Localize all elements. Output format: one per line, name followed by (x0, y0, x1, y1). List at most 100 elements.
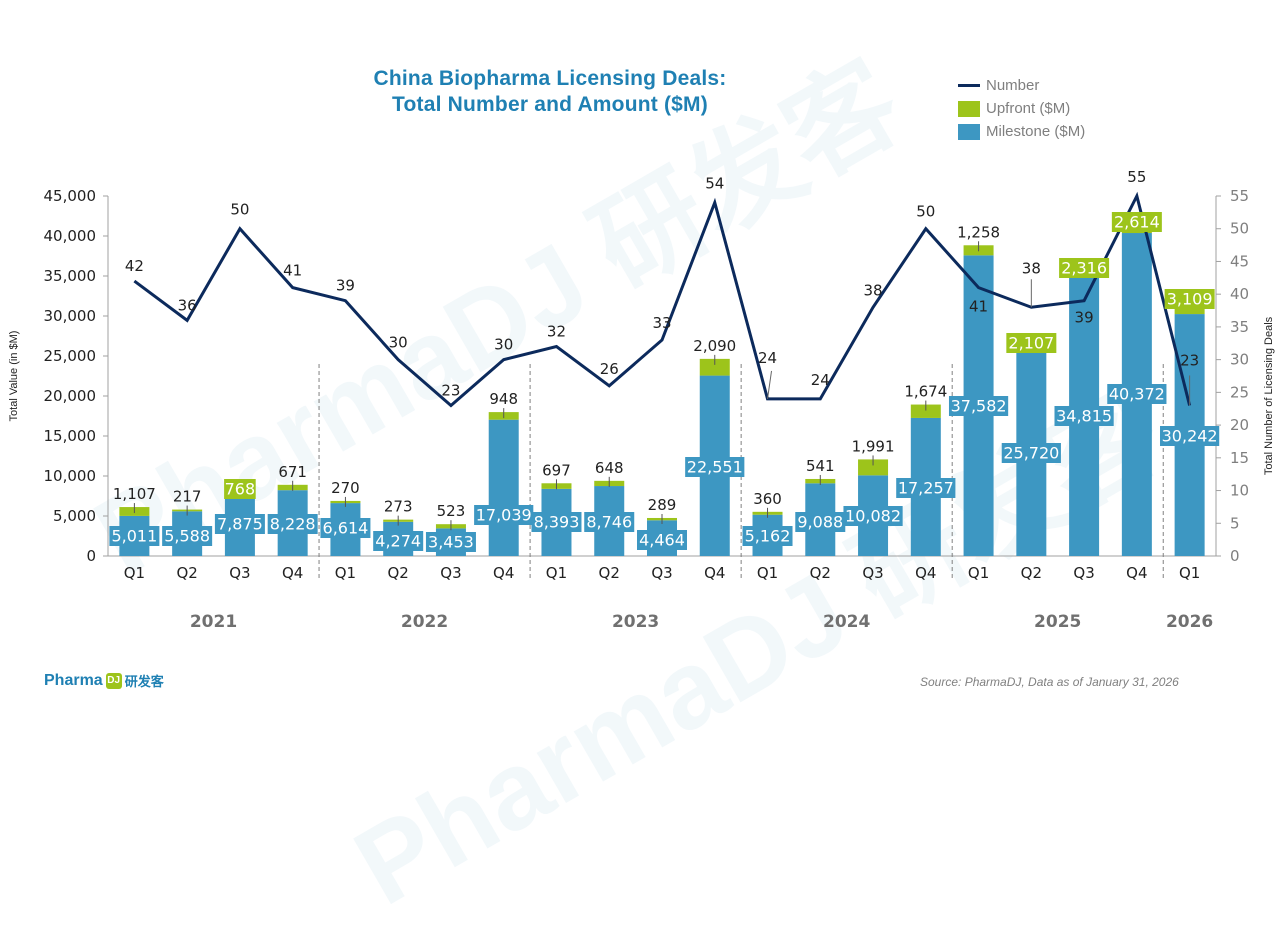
milestone-value-label-box (214, 514, 265, 534)
number-value-label: 54 (705, 175, 724, 193)
milestone-swatch-icon (958, 123, 980, 140)
category-label: Q1 (1179, 564, 1200, 582)
upfront-value-label: 523 (437, 502, 466, 520)
right-tick-label: 55 (1230, 187, 1249, 205)
milestone-value-label-box (843, 506, 903, 526)
category-label: Q4 (704, 564, 725, 582)
milestone-value-label: 25,720 (1003, 444, 1059, 463)
left-tick-label: 5,000 (53, 507, 96, 525)
number-value-label: 38 (864, 281, 883, 299)
category-label: Q4 (1126, 564, 1147, 582)
year-label: 2024 (822, 612, 871, 632)
upfront-value-label: 671 (278, 463, 307, 481)
milestone-value-label: 40,372 (1109, 385, 1165, 404)
left-tick-label: 20,000 (44, 387, 97, 405)
milestone-value-label: 5,588 (164, 527, 210, 546)
milestone-value-label: 17,257 (898, 479, 954, 498)
upfront-value-label: 648 (595, 459, 624, 477)
upfront-value-label: 2,316 (1061, 259, 1107, 278)
milestone-value-label: 22,551 (687, 458, 743, 477)
milestone-value-label-box (531, 512, 582, 532)
milestone-value-label-box (1107, 384, 1167, 404)
upfront-value-label: 541 (806, 457, 835, 475)
milestone-value-label-box (1054, 406, 1114, 426)
milestone-value-label: 9,088 (797, 513, 843, 532)
legend-item-upfront: Upfront ($M) (958, 97, 1085, 120)
left-tick-label: 25,000 (44, 347, 97, 365)
milestone-value-label: 5,011 (111, 527, 157, 546)
upfront-value-label: 697 (542, 461, 571, 479)
milestone-value-label-box (1160, 426, 1220, 446)
upfront-value-label: 270 (331, 479, 360, 497)
category-label: Q2 (599, 564, 620, 582)
milestone-value-label-box (320, 518, 371, 538)
left-tick-label: 45,000 (44, 187, 97, 205)
number-value-label: 36 (178, 296, 197, 314)
number-value-label: 39 (1075, 309, 1094, 327)
logo-badge-icon: DJ (105, 672, 122, 689)
number-value-label: 41 (283, 262, 302, 280)
milestone-value-label-box (267, 514, 318, 534)
upfront-value-label: 3,109 (1167, 290, 1213, 309)
upfront-value-label: 289 (648, 496, 677, 514)
category-label: Q1 (968, 564, 989, 582)
number-value-label: 26 (600, 360, 619, 378)
upfront-value-label-box (1164, 289, 1215, 309)
licensing-deals-chart: 0 5,000 10,000 15,000 20,000 25,000 30,000 35,0… (8, 168, 1275, 582)
left-tick-label: 35,000 (44, 267, 97, 285)
left-tick-label: 15,000 (44, 427, 97, 445)
upfront-value-label: 948 (489, 390, 518, 408)
legend-item-number: Number (958, 74, 1085, 97)
category-label: Q2 (176, 564, 197, 582)
upfront-bar (858, 459, 889, 476)
number-value-label: 38 (1022, 259, 1041, 277)
year-label: 2025 (1034, 612, 1082, 632)
milestone-value-label-box (474, 505, 534, 525)
right-tick-label: 20 (1230, 416, 1249, 434)
milestone-value-label-box (109, 526, 160, 546)
right-tick-label: 0 (1230, 547, 1240, 565)
number-value-label: 23 (441, 381, 460, 399)
chart-title-line1: China Biopharma Licensing Deals: (373, 67, 727, 90)
right-tick-label: 25 (1230, 383, 1249, 401)
upfront-bar (910, 404, 941, 418)
milestone-value-label-box (1001, 443, 1061, 463)
chart-title: China Biopharma Licensing Deals: Total N… (300, 66, 800, 118)
category-label: Q4 (282, 564, 303, 582)
category-label: Q3 (862, 564, 883, 582)
category-label: Q1 (757, 564, 778, 582)
upfront-value-label-box (1059, 258, 1110, 278)
upfront-value-label: 1,674 (904, 383, 947, 401)
milestone-value-label-box (948, 396, 1009, 416)
milestone-bar (488, 419, 519, 556)
category-label: Q1 (124, 564, 145, 582)
right-tick-label: 50 (1230, 220, 1249, 238)
label-leader-line (767, 370, 773, 399)
left-axis-title: Total Value (in $M) (8, 331, 20, 422)
upfront-value-label-box (1111, 212, 1162, 232)
number-value-label: 50 (916, 203, 935, 221)
milestone-value-label: 34,815 (1056, 407, 1112, 426)
category-label: Q2 (388, 564, 409, 582)
legend: Number Upfront ($M) Milestone ($M) (958, 74, 1085, 143)
category-label: Q1 (335, 564, 356, 582)
number-value-label: 32 (547, 323, 566, 341)
category-label: Q4 (915, 564, 936, 582)
year-label: 2021 (189, 612, 238, 632)
number-line (133, 191, 1192, 408)
milestone-value-label-box (685, 457, 745, 477)
category-label: Q2 (810, 564, 831, 582)
logo-text: Pharma (44, 671, 103, 689)
upfront-value-label-box (224, 479, 256, 499)
left-tick-label: 10,000 (44, 467, 97, 485)
right-tick-label: 35 (1230, 318, 1249, 336)
number-value-label: 24 (811, 371, 830, 389)
category-label: Q3 (1073, 564, 1094, 582)
upfront-value-label: 273 (384, 498, 413, 516)
milestone-value-label-box (425, 532, 476, 552)
legend-item-milestone: Milestone ($M) (958, 120, 1085, 143)
upfront-value-label: 1,107 (113, 485, 156, 503)
right-tick-label: 45 (1230, 252, 1249, 270)
number-value-label: 33 (652, 314, 671, 332)
number-value-label: 55 (1127, 168, 1146, 186)
